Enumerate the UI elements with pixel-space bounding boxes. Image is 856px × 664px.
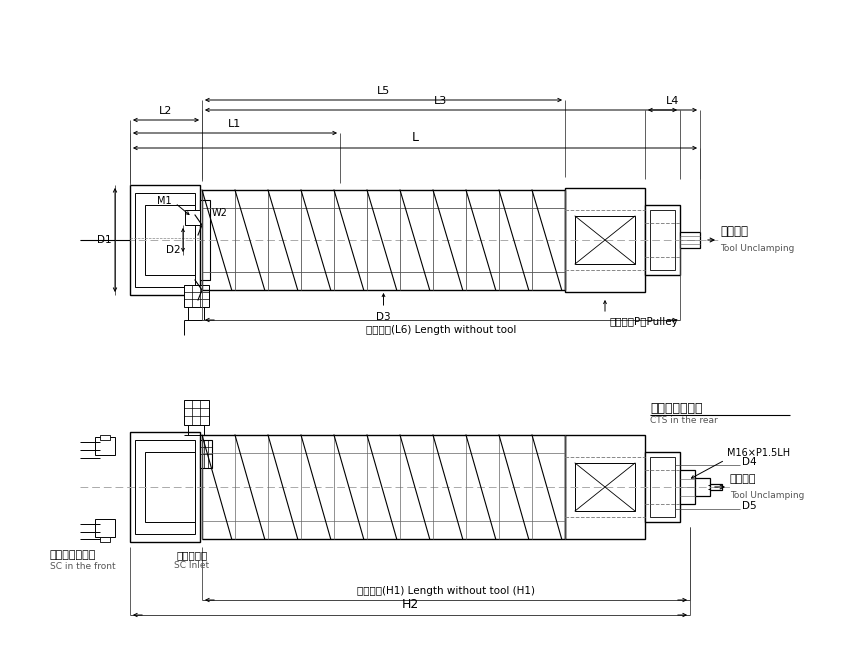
Text: L5: L5 <box>377 86 390 96</box>
Text: L: L <box>412 131 419 144</box>
Text: 中央出水型後端: 中央出水型後端 <box>650 402 703 415</box>
Bar <box>200 440 212 468</box>
Bar <box>184 285 209 307</box>
Text: 皮帶輪（P）Pulley: 皮帶輪（P）Pulley <box>610 317 679 327</box>
Text: 環形出水型前端: 環形出水型前端 <box>50 550 97 560</box>
Text: D3: D3 <box>376 312 391 322</box>
Text: 無刀具時(L6) Length without tool: 無刀具時(L6) Length without tool <box>366 325 516 335</box>
Text: Tool Unclamping: Tool Unclamping <box>720 244 794 253</box>
Text: 無刀具時(H1) Length without tool (H1): 無刀具時(H1) Length without tool (H1) <box>357 586 535 596</box>
Bar <box>135 193 195 287</box>
Text: L3: L3 <box>434 96 448 106</box>
Bar <box>185 210 200 225</box>
Text: W2: W2 <box>212 208 228 218</box>
Bar <box>645 452 680 522</box>
Bar <box>575 216 635 264</box>
Bar <box>135 440 195 534</box>
Text: M16×P1.5LH: M16×P1.5LH <box>727 448 790 458</box>
Bar <box>100 435 110 440</box>
Bar <box>95 437 115 455</box>
Bar <box>680 232 700 248</box>
Text: 打刀位置: 打刀位置 <box>720 225 748 238</box>
Text: L2: L2 <box>159 106 173 116</box>
Bar <box>95 519 115 537</box>
Bar <box>565 188 645 292</box>
Bar <box>650 210 675 270</box>
Bar <box>100 537 110 542</box>
Text: 打刀位置: 打刀位置 <box>730 474 757 484</box>
Bar <box>145 205 195 275</box>
Bar <box>200 200 210 280</box>
Bar <box>650 457 675 517</box>
Text: SC in the front: SC in the front <box>50 562 116 571</box>
Bar <box>184 400 209 425</box>
Text: D4: D4 <box>742 457 757 467</box>
Bar <box>645 205 680 275</box>
Bar <box>145 452 195 522</box>
Bar <box>130 432 200 542</box>
Text: 環噴水入口: 環噴水入口 <box>176 550 208 560</box>
Bar <box>130 185 200 295</box>
Text: L1: L1 <box>229 119 241 129</box>
Bar <box>575 463 635 511</box>
Bar <box>565 435 645 539</box>
Bar <box>710 484 722 490</box>
Text: D5: D5 <box>742 501 757 511</box>
Text: L4: L4 <box>666 96 679 106</box>
Text: SC Inlet: SC Inlet <box>175 561 210 570</box>
Bar <box>680 470 695 504</box>
Text: M1: M1 <box>158 196 172 206</box>
Text: D2: D2 <box>166 245 181 255</box>
Text: Tool Unclamping: Tool Unclamping <box>730 491 805 500</box>
Bar <box>695 478 710 496</box>
Text: CTS in the rear: CTS in the rear <box>650 416 717 425</box>
Text: H2: H2 <box>401 598 419 611</box>
Text: D1: D1 <box>98 235 112 245</box>
